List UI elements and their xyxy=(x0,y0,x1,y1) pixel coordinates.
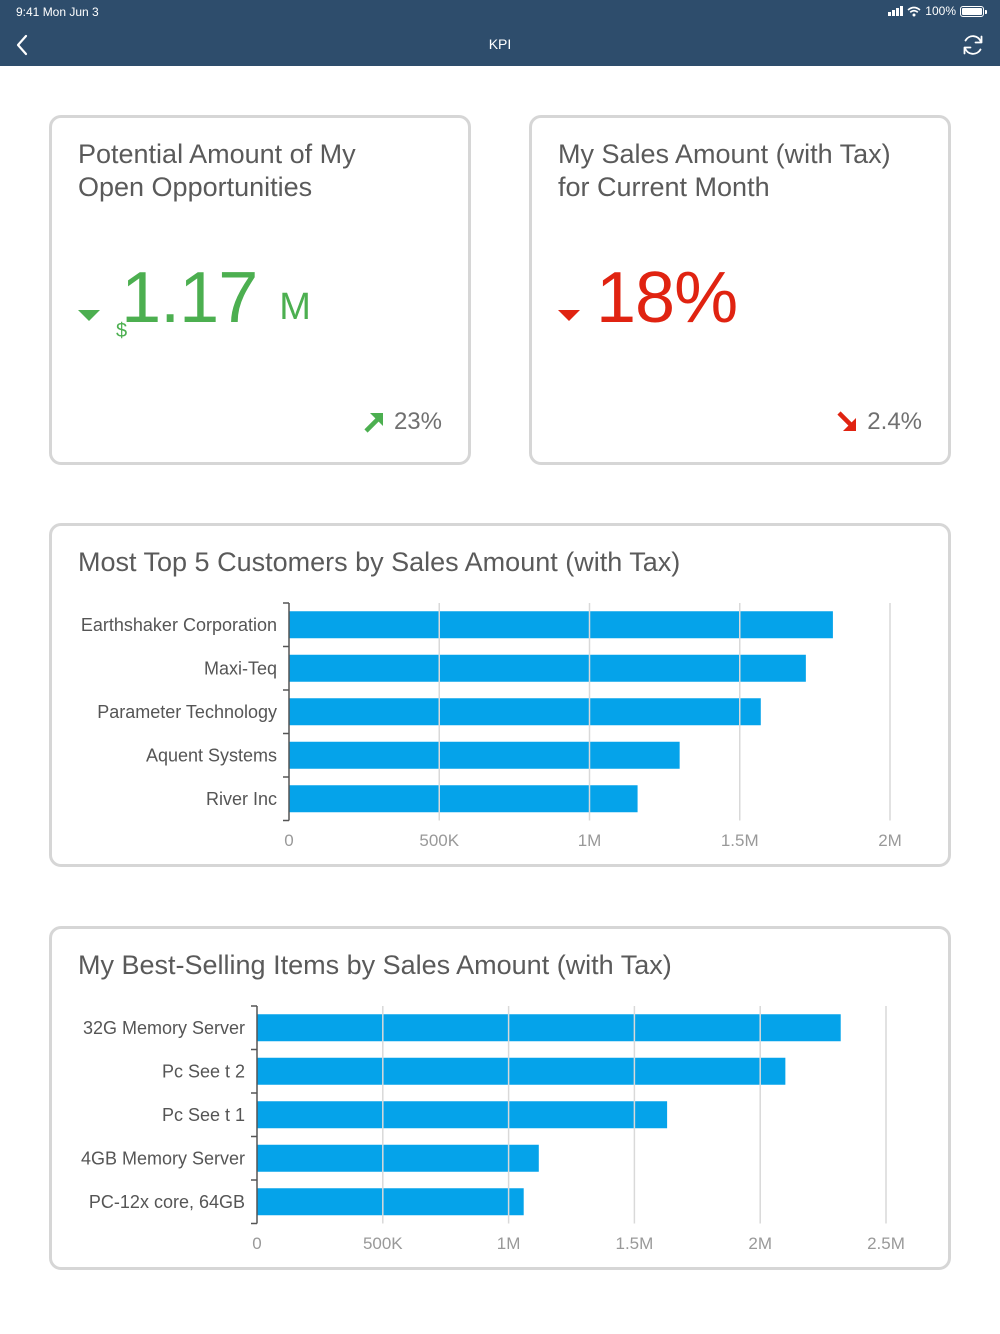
bar[interactable] xyxy=(289,654,806,682)
chart-card-top-customers[interactable]: Most Top 5 Customers by Sales Amount (wi… xyxy=(49,523,951,867)
x-tick-label: 2M xyxy=(878,831,902,850)
page-title: KPI xyxy=(488,36,512,52)
kpi-card-sales-current-month[interactable]: My Sales Amount (with Tax) for Current M… xyxy=(529,115,951,465)
navigation-bar: 9:41 Mon Jun 3 100% KPI xyxy=(0,0,1000,66)
bar[interactable] xyxy=(289,741,680,769)
bar[interactable] xyxy=(257,1188,524,1216)
x-tick-label: 1M xyxy=(497,1234,521,1253)
category-label: Parameter Technology xyxy=(97,702,277,722)
kpi-value: 18% xyxy=(596,258,738,338)
currency-symbol: $ xyxy=(116,320,128,342)
arrow-up-right-icon xyxy=(364,413,383,433)
kpi-delta-value: 2.4% xyxy=(867,408,922,435)
trend-down-triangle-icon xyxy=(78,310,100,321)
bar[interactable] xyxy=(257,1101,668,1129)
x-tick-label: 2.5M xyxy=(867,1234,905,1253)
x-tick-label: 1M xyxy=(578,831,602,850)
bar[interactable] xyxy=(257,1144,539,1172)
x-tick-label: 1.5M xyxy=(616,1234,654,1253)
kpi-delta: 2.4% xyxy=(835,408,922,436)
status-indicators: 100% xyxy=(888,4,987,18)
category-label: Pc See t 2 xyxy=(162,1061,245,1081)
status-time: 9:41 Mon Jun 3 xyxy=(16,5,99,19)
trend-down-triangle-icon xyxy=(558,310,580,321)
category-label: 4GB Memory Server xyxy=(81,1148,245,1168)
bar[interactable] xyxy=(257,1057,786,1085)
x-tick-label: 2M xyxy=(748,1234,772,1253)
wifi-icon xyxy=(907,6,921,16)
chart-card-best-selling-items[interactable]: My Best-Selling Items by Sales Amount (w… xyxy=(49,926,951,1270)
chart-title: Most Top 5 Customers by Sales Amount (wi… xyxy=(78,547,681,577)
kpi-value-group: 18% xyxy=(558,258,738,338)
back-button[interactable] xyxy=(10,32,34,58)
category-label: PC-12x core, 64GB xyxy=(89,1192,245,1212)
kpi-card-title: Potential Amount of My Open Opportunitie… xyxy=(78,139,356,202)
chevron-left-icon xyxy=(16,34,28,56)
kpi-value-group: $ 1.17 M xyxy=(78,258,311,342)
kpi-value: 1.17 xyxy=(121,258,258,338)
battery-percent: 100% xyxy=(925,4,956,18)
bar[interactable] xyxy=(289,698,761,726)
best-selling-items-bar-chart: 32G Memory Server Pc See t 2 Pc See t 1 4GB… xyxy=(81,1005,905,1253)
kpi-card-title: My Sales Amount (with Tax) for Current M… xyxy=(558,139,891,202)
category-label: Aquent Systems xyxy=(146,745,277,765)
battery-icon xyxy=(960,5,987,17)
kpi-card-open-opportunities[interactable]: Potential Amount of My Open Opportunitie… xyxy=(49,115,471,465)
x-tick-label: 0 xyxy=(252,1234,261,1253)
x-tick-label: 500K xyxy=(363,1234,403,1253)
bar[interactable] xyxy=(257,1014,841,1042)
category-label: River Inc xyxy=(206,789,277,809)
category-label: Earthshaker Corporation xyxy=(81,615,277,635)
kpi-delta-value: 23% xyxy=(393,408,442,435)
top-customers-bar-chart: Earthshaker Corporation Maxi-Teq Parameter… xyxy=(81,602,902,850)
x-tick-label: 0 xyxy=(284,831,293,850)
category-label: Maxi-Teq xyxy=(204,658,277,678)
x-tick-label: 500K xyxy=(419,831,459,850)
cellular-signal-icon xyxy=(888,6,904,16)
arrow-down-right-icon xyxy=(837,411,857,431)
chart-title: My Best-Selling Items by Sales Amount (w… xyxy=(78,950,672,980)
bar[interactable] xyxy=(289,611,833,639)
bar[interactable] xyxy=(289,785,638,813)
category-label: 32G Memory Server xyxy=(83,1018,245,1038)
kpi-unit: M xyxy=(279,286,311,328)
kpi-delta: 23% xyxy=(362,408,442,436)
refresh-icon xyxy=(963,35,983,55)
x-tick-label: 1.5M xyxy=(721,831,759,850)
category-label: Pc See t 1 xyxy=(162,1105,245,1125)
refresh-button[interactable] xyxy=(960,32,986,58)
